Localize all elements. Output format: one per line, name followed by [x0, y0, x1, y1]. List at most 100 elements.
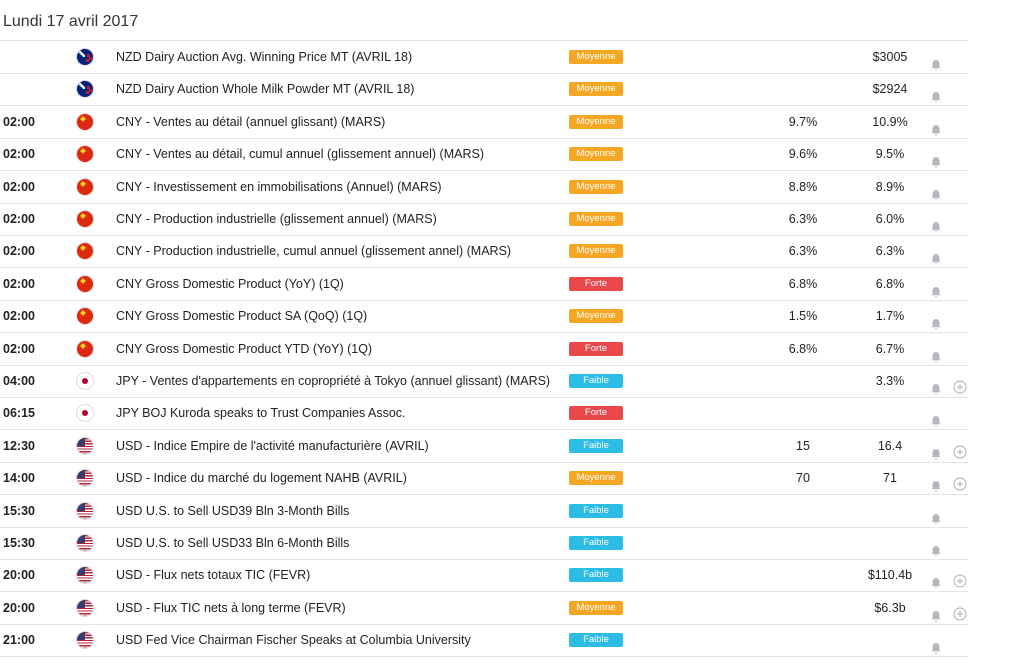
event-row: 02:00 CNY - Production industrielle (glis… — [0, 203, 968, 236]
event-time: 21:00 — [3, 633, 35, 648]
forecast-value: 1.7% — [875, 309, 905, 324]
event-name[interactable]: CNY - Production industrielle, cumul ann… — [116, 244, 512, 259]
event-row: 15:30 USD U.S. to Sell USD33 Bln 6-Month … — [0, 527, 968, 560]
event-row: 02:00 CNY - Production industrielle, cumu… — [0, 235, 968, 269]
event-time: 20:00 — [3, 600, 35, 615]
event-row: 02:00 CNY Gross Domestic Product (YoY) (1… — [0, 268, 968, 301]
country-flag — [77, 373, 93, 389]
event-name[interactable]: NZD Dairy Auction Whole Milk Powder MT (… — [116, 82, 415, 97]
impact-badge: Faible — [569, 568, 623, 583]
event-name[interactable]: USD U.S. to Sell USD33 Bln 6-Month Bills — [116, 536, 350, 550]
alert-button[interactable] — [930, 51, 942, 83]
actual-value: 15 — [796, 438, 810, 453]
event-row: 02:00 CNY - Investissement en immobilisat… — [0, 171, 968, 204]
alert-button[interactable] — [930, 602, 942, 634]
forecast-value: 16.4 — [877, 438, 903, 453]
event-name[interactable]: CNY Gross Domestic Product YTD (YoY) (1Q… — [116, 341, 373, 356]
alert-button[interactable] — [930, 83, 942, 115]
divider — [0, 40, 968, 41]
forecast-value: 6.7% — [875, 341, 905, 356]
expand-button[interactable] — [953, 601, 967, 633]
forecast-value: 9.5% — [875, 147, 905, 162]
expand-button[interactable] — [953, 374, 967, 406]
country-flag — [77, 535, 93, 551]
expand-button[interactable] — [953, 568, 967, 600]
forecast-value: 6.0% — [875, 212, 905, 226]
alert-button[interactable] — [930, 472, 942, 504]
actual-value: 6.3% — [788, 244, 818, 259]
alert-button[interactable] — [930, 407, 942, 439]
alert-button[interactable] — [930, 278, 942, 310]
expand-button[interactable] — [953, 471, 967, 503]
impact-badge: Forte — [569, 341, 623, 356]
impact-badge: Faible — [569, 633, 623, 648]
country-flag — [77, 275, 93, 292]
forecast-value: 8.9% — [875, 179, 905, 194]
event-row: NZD Dairy Auction Avg. Winning Price MT … — [0, 41, 968, 74]
event-row: 12:30 USD - Indice Empire de l'activité m… — [0, 430, 968, 463]
event-time: 12:30 — [3, 438, 35, 453]
country-flag — [77, 632, 93, 649]
actual-value: 6.8% — [788, 341, 818, 356]
event-name[interactable]: USD - Flux nets totaux TIC (FEVR) — [116, 568, 311, 583]
alert-button[interactable] — [930, 440, 942, 472]
country-flag — [77, 113, 93, 130]
impact-badge: Moyenne — [569, 114, 623, 129]
expand-button[interactable] — [953, 439, 967, 471]
alert-button[interactable] — [930, 505, 942, 537]
alert-button[interactable] — [930, 537, 942, 569]
event-time: 02:00 — [3, 179, 35, 194]
event-row: 02:00 CNY - Ventes au détail (annuel glis… — [0, 106, 968, 139]
impact-badge: Moyenne — [569, 212, 623, 226]
alert-button[interactable] — [930, 569, 942, 601]
event-name[interactable]: USD - Indice Empire de l'activité manufa… — [116, 438, 429, 453]
event-name[interactable]: CNY Gross Domestic Product SA (QoQ) (1Q) — [116, 309, 368, 324]
country-flag — [77, 243, 93, 260]
event-row: 06:15 JPY BOJ Kuroda speaks to Trust Comp… — [0, 397, 968, 431]
actual-value: 6.3% — [788, 212, 818, 226]
alert-button[interactable] — [930, 116, 942, 148]
event-name[interactable]: CNY - Investissement en immobilisations … — [116, 179, 442, 194]
alert-button[interactable] — [930, 245, 942, 277]
alert-button[interactable] — [930, 181, 942, 213]
country-flag — [77, 502, 93, 519]
forecast-value: $6.3b — [874, 600, 906, 615]
impact-badge: Faible — [569, 503, 623, 518]
impact-badge: Forte — [569, 276, 623, 291]
country-flag — [77, 340, 93, 357]
impact-badge: Faible — [569, 374, 623, 388]
country-flag — [77, 146, 93, 163]
event-row: 02:00 CNY Gross Domestic Product YTD (YoY… — [0, 333, 968, 366]
actual-value: 70 — [796, 471, 810, 486]
alert-button[interactable] — [930, 634, 942, 666]
event-name[interactable]: CNY Gross Domestic Product (YoY) (1Q) — [116, 276, 344, 291]
event-name[interactable]: CNY - Production industrielle (glissemen… — [116, 212, 437, 226]
alert-button[interactable] — [930, 213, 942, 245]
event-row: 15:30 USD U.S. to Sell USD39 Bln 3-Month … — [0, 495, 968, 528]
impact-badge: Moyenne — [569, 244, 623, 259]
event-time: 02:00 — [3, 212, 35, 226]
alert-button[interactable] — [930, 310, 942, 342]
forecast-value: 6.3% — [875, 244, 905, 259]
event-name[interactable]: USD - Indice du marché du logement NAHB … — [116, 471, 407, 486]
alert-button[interactable] — [930, 375, 942, 407]
country-flag — [77, 178, 93, 195]
event-name[interactable]: CNY - Ventes au détail, cumul annuel (gl… — [116, 147, 484, 162]
event-name[interactable]: CNY - Ventes au détail (annuel glissant)… — [116, 114, 386, 129]
impact-badge: Moyenne — [569, 50, 623, 64]
alert-button[interactable] — [930, 148, 942, 180]
country-flag — [77, 567, 93, 584]
event-name[interactable]: USD - Flux TIC nets à long terme (FEVR) — [116, 600, 346, 615]
event-row: NZD Dairy Auction Whole Milk Powder MT (… — [0, 73, 968, 107]
impact-badge: Moyenne — [569, 82, 623, 97]
country-flag — [77, 599, 93, 616]
event-name[interactable]: USD Fed Vice Chairman Fischer Speaks at … — [116, 633, 471, 648]
event-name[interactable]: USD U.S. to Sell USD39 Bln 3-Month Bills — [116, 503, 350, 518]
event-name[interactable]: JPY BOJ Kuroda speaks to Trust Companies… — [116, 406, 406, 421]
alert-button[interactable] — [930, 343, 942, 375]
event-name[interactable]: NZD Dairy Auction Avg. Winning Price MT … — [116, 50, 413, 64]
event-time: 20:00 — [3, 568, 35, 583]
country-flag — [77, 470, 93, 487]
event-name[interactable]: JPY - Ventes d'appartements en coproprié… — [116, 374, 551, 388]
